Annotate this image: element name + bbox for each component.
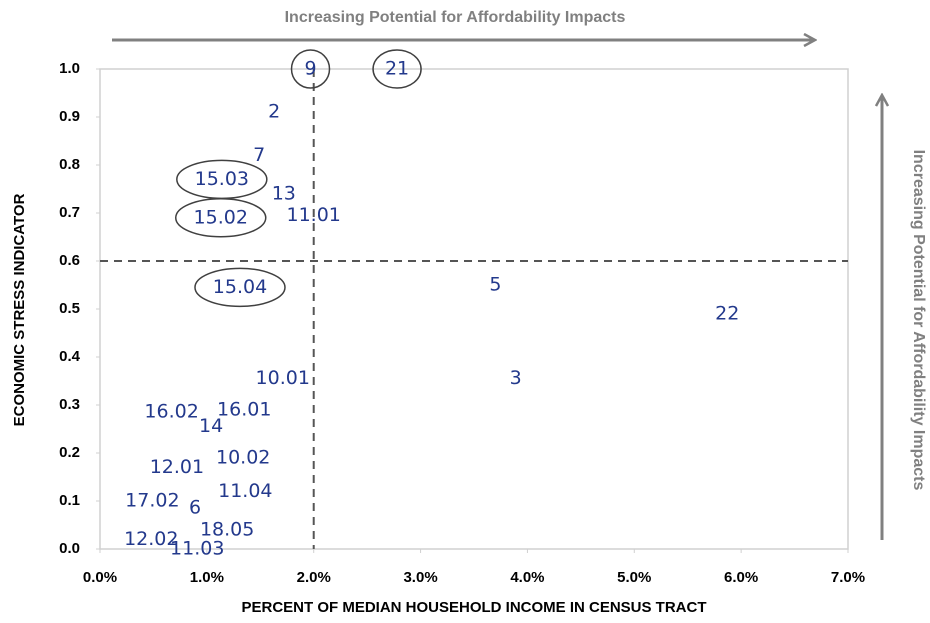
point-label: 2 xyxy=(268,101,280,123)
point-label: 7 xyxy=(253,144,265,166)
point-label: 11.01 xyxy=(287,204,341,226)
x-axis-label: PERCENT OF MEDIAN HOUSEHOLD INCOME IN CE… xyxy=(241,599,706,616)
point-label: 14 xyxy=(199,415,223,437)
x-tick-label: 5.0% xyxy=(617,569,651,586)
annotation: Increasing Potential for Affordability I… xyxy=(285,9,626,26)
y-tick-label: 0.5 xyxy=(59,300,80,317)
point-label: 10.01 xyxy=(256,367,310,389)
y-tick-label: 0.4 xyxy=(59,348,81,365)
x-tick-label: 6.0% xyxy=(724,569,758,586)
point-label: 18.05 xyxy=(200,518,254,540)
point-label: 5 xyxy=(489,274,501,296)
highlight-circle xyxy=(174,198,267,238)
point-label: 15.04 xyxy=(213,276,267,298)
x-tick-label: 0.0% xyxy=(83,569,117,586)
point-label: 12.01 xyxy=(150,456,204,478)
point-label: 22 xyxy=(715,302,739,324)
y-tick-label: 0.6 xyxy=(59,252,80,269)
y-tick-label: 0.0 xyxy=(59,540,80,557)
point-label: 11.04 xyxy=(218,480,272,502)
point-label: 16.02 xyxy=(144,401,198,423)
x-tick-label: 7.0% xyxy=(831,569,865,586)
x-tick-label: 2.0% xyxy=(297,569,331,586)
x-tick-label: 4.0% xyxy=(510,569,544,586)
highlight-circle xyxy=(290,49,331,89)
point-label: 10.02 xyxy=(216,446,270,468)
x-tick-label: 3.0% xyxy=(403,569,437,586)
point-label: 9 xyxy=(304,58,316,80)
point-label: 16.01 xyxy=(217,398,271,420)
highlight-circle xyxy=(372,49,422,89)
y-tick-label: 0.7 xyxy=(59,204,80,221)
point-label: 15.03 xyxy=(195,168,249,190)
y-tick-label: 1.0 xyxy=(59,60,80,77)
y-tick-label: 0.8 xyxy=(59,156,80,173)
y-tick-label: 0.3 xyxy=(59,396,80,413)
point-label: 17.02 xyxy=(125,490,179,512)
y-tick-label: 0.1 xyxy=(59,492,80,509)
highlight-circle xyxy=(194,267,286,308)
point-label: 15.02 xyxy=(194,206,248,228)
point-label: 12.02 xyxy=(124,528,178,550)
y-tick-label: 0.9 xyxy=(59,108,80,125)
point-label: 13 xyxy=(272,182,296,204)
point-label: 6 xyxy=(189,497,201,519)
y-tick-label: 0.2 xyxy=(59,444,80,461)
point-label: 11.03 xyxy=(170,538,224,560)
x-tick-label: 1.0% xyxy=(190,569,224,586)
annotation: Increasing Potential for Affordability I… xyxy=(910,150,927,491)
y-axis-label: ECONOMIC STRESS INDICATOR xyxy=(11,193,28,426)
point-label: 3 xyxy=(510,367,522,389)
point-label: 21 xyxy=(385,58,409,80)
